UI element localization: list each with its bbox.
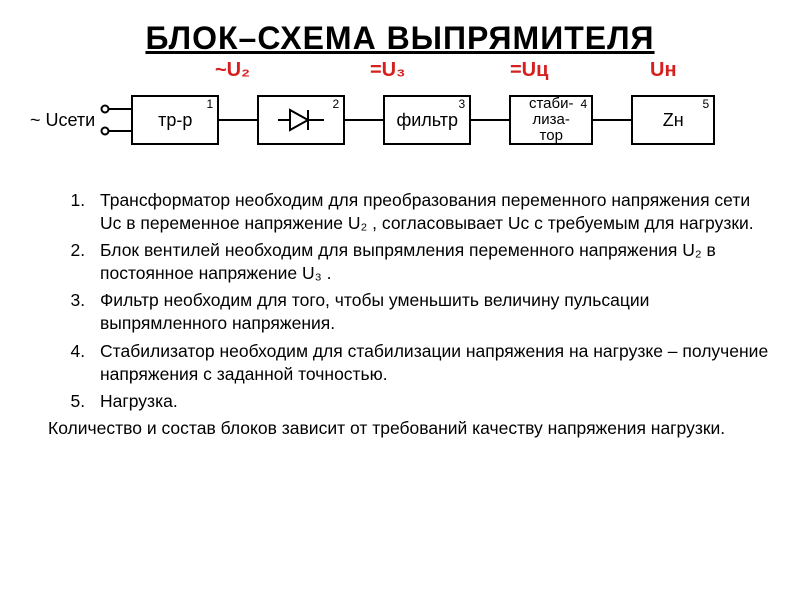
input-label: ~ Uсети: [30, 110, 95, 131]
diagram-row: ~ Uсети 1 тр-р 2 3 фил: [30, 85, 770, 155]
description-list: Трансформатор необходим для преобразован…: [30, 189, 770, 413]
annot-u2: ~U₂: [215, 59, 250, 82]
handwritten-annotations: ~U₂ =U₃ =Uц Uн: [30, 59, 770, 85]
block-num-4: 4: [581, 98, 588, 111]
block-label-3: фильтр: [396, 111, 458, 130]
list-item: Фильтр необходим для того, чтобы уменьши…: [90, 289, 770, 335]
list-item: Трансформатор необходим для преобразован…: [90, 189, 770, 235]
block-rectifier: 2: [257, 95, 345, 145]
list-item-2-text: Блок вентилей необходим для выпрямления …: [100, 240, 716, 283]
list-item: Нагрузка.: [90, 390, 770, 413]
list-item-5-text: Нагрузка.: [100, 391, 178, 411]
list-item-1-text: Трансформатор необходим для преобразован…: [100, 190, 754, 233]
block-num-5: 5: [703, 98, 710, 111]
list-item-4-text: Стабилизатор необходим для стабилизации …: [100, 341, 768, 384]
footer-note: Количество и состав блоков зависит от тр…: [48, 417, 770, 440]
block-filter: 3 фильтр: [383, 95, 471, 145]
block-num-2: 2: [333, 98, 340, 111]
block-diagram: ~U₂ =U₃ =Uц Uн ~ Uсети 1 тр-р 2: [30, 59, 770, 159]
connector-1: [219, 119, 257, 121]
block-label-5: Zн: [663, 111, 684, 130]
annot-u3: =U₃: [370, 59, 405, 82]
block-stabilizer: 4 стаби- лиза- тор: [509, 95, 593, 145]
list-item: Блок вентилей необходим для выпрямления …: [90, 239, 770, 285]
block-num-3: 3: [459, 98, 466, 111]
block-load: 5 Zн: [631, 95, 715, 145]
input-terminals-icon: [97, 95, 131, 145]
page-title: БЛОК–СХЕМА ВЫПРЯМИТЕЛЯ: [30, 20, 770, 57]
block-label-4: стаби- лиза- тор: [529, 96, 574, 143]
annot-u4: =Uц: [510, 59, 548, 82]
diode-icon: [278, 106, 324, 134]
block-num-1: 1: [207, 98, 214, 111]
block-transformer: 1 тр-р: [131, 95, 219, 145]
connector-4: [593, 119, 631, 121]
connector-2: [345, 119, 383, 121]
list-item-3-text: Фильтр необходим для того, чтобы уменьши…: [100, 290, 649, 333]
connector-3: [471, 119, 509, 121]
annot-uh: Uн: [650, 59, 677, 82]
list-item: Стабилизатор необходим для стабилизации …: [90, 340, 770, 386]
block-label-1: тр-р: [158, 111, 192, 130]
